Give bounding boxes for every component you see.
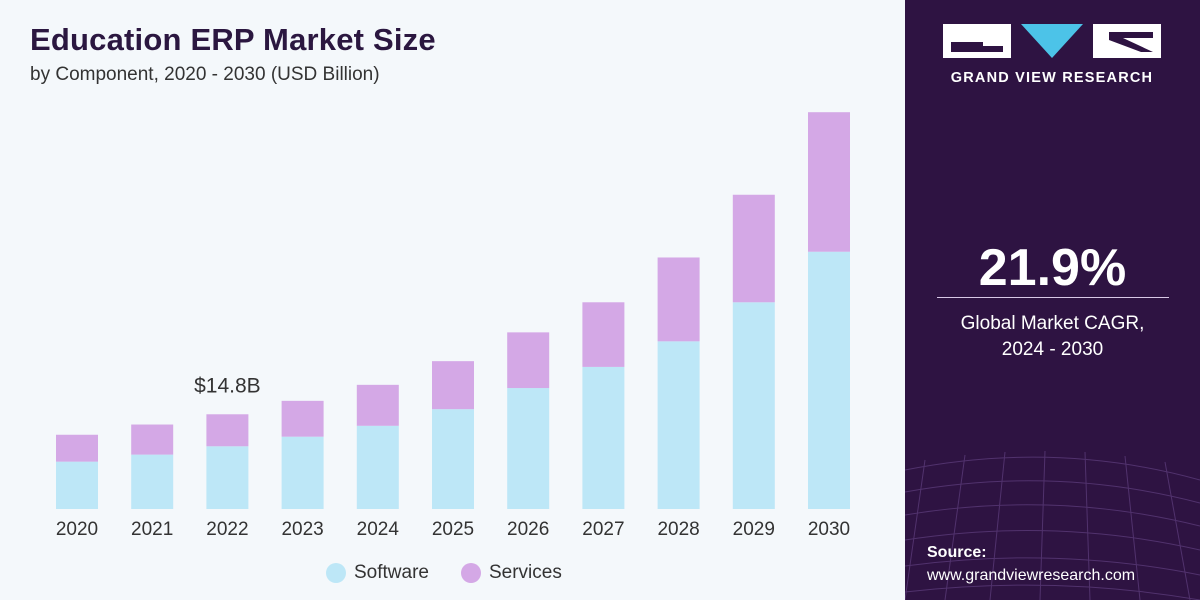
bar-services-2030: [808, 112, 850, 252]
bar-software-2028: [657, 341, 700, 509]
bar-software-2025: [432, 409, 474, 509]
x-tick-label: 2029: [733, 519, 775, 540]
x-tick-label: 2024: [357, 519, 400, 540]
source-url[interactable]: www.grandviewresearch.com: [927, 567, 1136, 584]
legend-label-services: Services: [488, 562, 562, 583]
bar-services-2029: [732, 194, 775, 303]
bar-services-2021: [131, 424, 174, 455]
bar-software-2030: [808, 251, 850, 509]
bar-services-2024: [356, 384, 399, 426]
wireframe-floor-graphic: [905, 450, 1200, 600]
bar-services-2020: [56, 434, 98, 462]
bar-software-2027: [582, 366, 625, 509]
legend-item-software: Software: [326, 562, 429, 584]
source-label: Source:: [927, 544, 987, 561]
chart-subtitle: by Component, 2020 - 2030 (USD Billion): [30, 64, 380, 85]
info-sidebar: GRAND VIEW RESEARCH 21.9% Global Market …: [905, 0, 1200, 600]
bar-services-2026: [507, 332, 550, 389]
bar-chart: 2020 2021 2022 2023 2024 2025 2026 2027 2028 2029…: [56, 112, 850, 540]
logo-v-mark-icon: [1021, 24, 1083, 58]
cagr-divider: [937, 297, 1169, 298]
bar-software-2022: [206, 446, 249, 509]
cagr-label-line2: 2024 - 2030: [1001, 339, 1104, 360]
legend-label-software: Software: [354, 562, 429, 583]
legend-swatch-software: [326, 563, 346, 583]
bar-software-2023: [281, 436, 324, 509]
x-tick-label: 2020: [56, 519, 98, 540]
chart-legend: Software Services: [326, 562, 594, 584]
chart-title: Education ERP Market Size: [30, 22, 436, 57]
data-label-annotation: $14.8B: [194, 374, 261, 397]
cagr-label-line1: Global Market CAGR,: [960, 313, 1145, 334]
brand-logo: GRAND VIEW RESEARCH: [943, 24, 1161, 86]
x-tick-label: 2021: [131, 519, 173, 540]
x-tick-label: 2026: [507, 519, 549, 540]
chart-panel: Education ERP Market Size by Component, …: [30, 22, 851, 584]
cagr-label: Global Market CAGR, 2024 - 2030: [905, 311, 1200, 363]
bar-software-2021: [131, 454, 174, 509]
x-tick-label: 2025: [432, 519, 474, 540]
brand-name: GRAND VIEW RESEARCH: [950, 70, 1154, 86]
bar-services-2027: [582, 302, 625, 367]
logo-g-mark-icon: [943, 24, 1011, 58]
x-tick-label: 2028: [657, 519, 699, 540]
bar-software-2020: [56, 461, 98, 509]
legend-swatch-services: [460, 563, 481, 583]
bar-services-2022: [206, 414, 249, 447]
x-tick-label: 2023: [281, 519, 323, 540]
x-tick-label: 2027: [582, 519, 624, 540]
bar-software-2026: [507, 388, 550, 509]
logo-r-mark-icon: [1093, 24, 1161, 58]
x-tick-label: 2030: [808, 519, 850, 540]
bar-services-2023: [281, 400, 324, 437]
bar-software-2029: [732, 302, 775, 509]
cagr-value: 21.9%: [978, 239, 1127, 297]
x-tick-label: 2022: [206, 519, 248, 540]
bar-services-2025: [432, 361, 474, 410]
bar-software-2024: [356, 425, 399, 509]
legend-item-services: Services: [460, 562, 562, 584]
bar-services-2028: [657, 257, 700, 342]
